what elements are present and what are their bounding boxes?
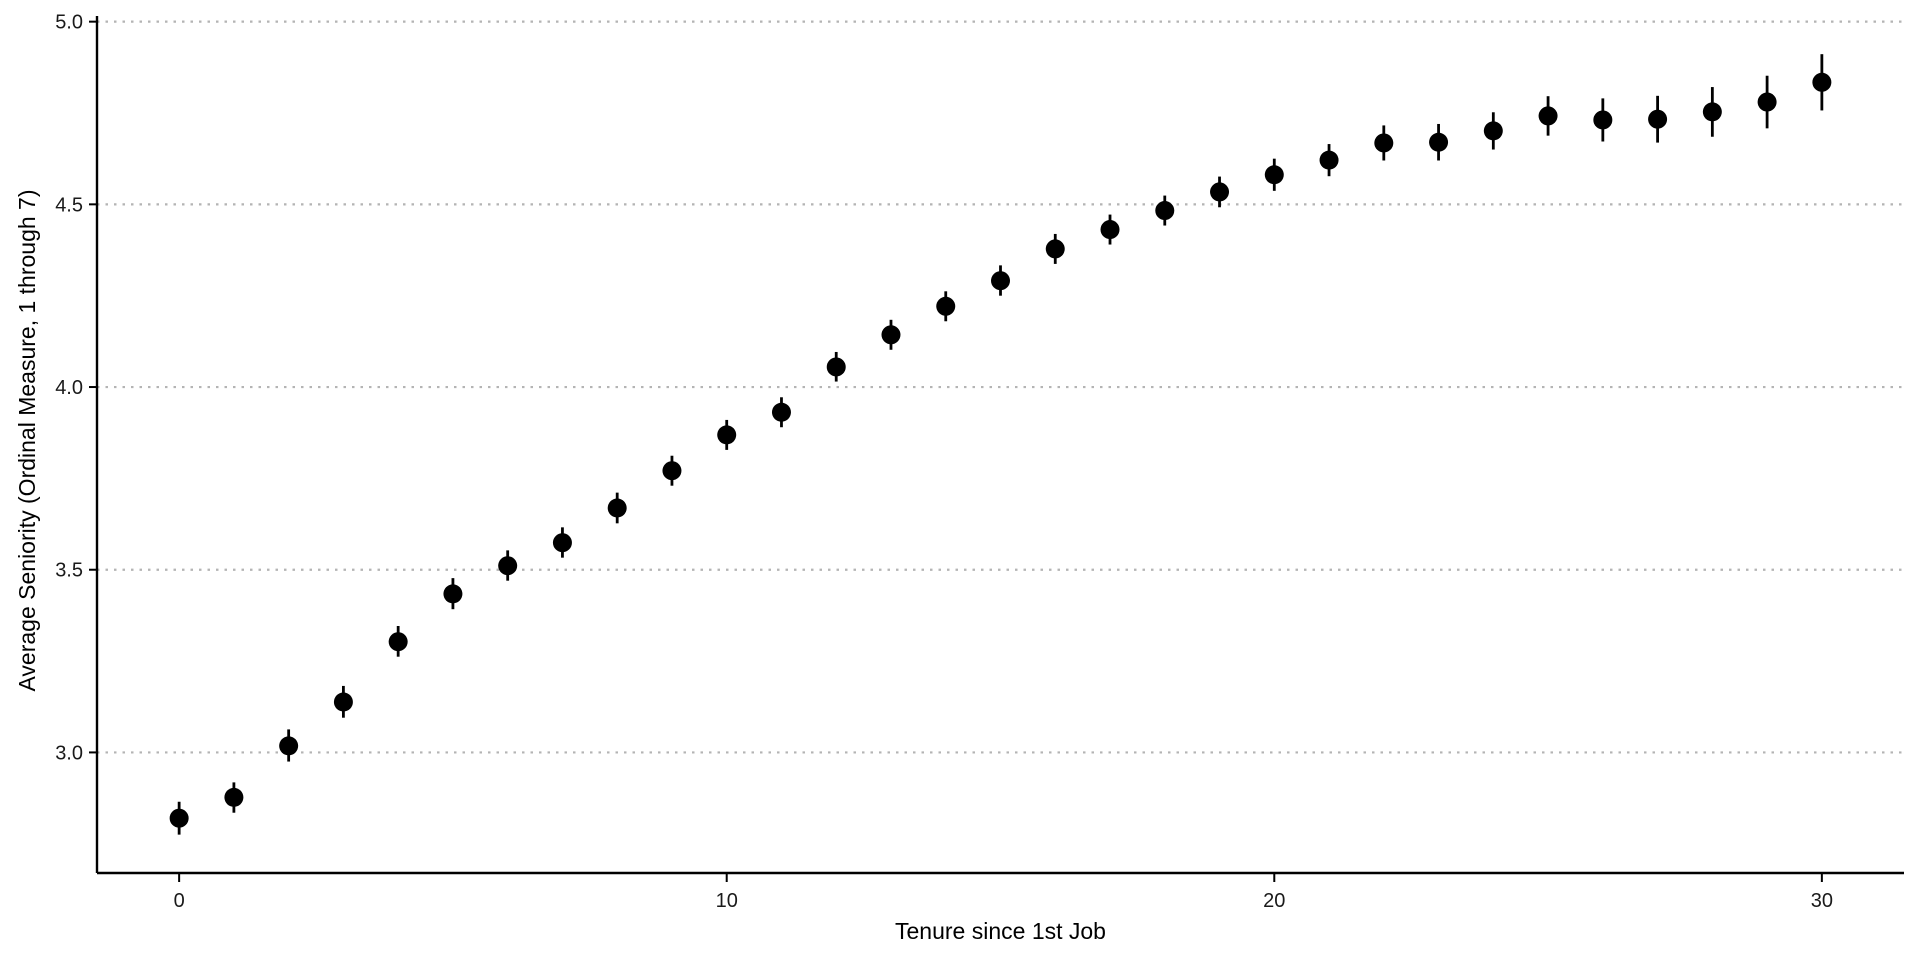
y-axis-ticks: 3.0 3.5 4.0 4.5 5.0 <box>55 12 97 764</box>
data-point <box>279 736 299 756</box>
data-point <box>1319 150 1339 170</box>
data-point <box>169 808 189 828</box>
data-point <box>936 296 956 316</box>
data-point <box>1429 132 1449 152</box>
data-point <box>1757 92 1777 112</box>
data-point <box>881 325 901 345</box>
y-tick-label: 4.5 <box>55 194 83 216</box>
y-tick-label: 4.0 <box>55 377 83 399</box>
data-point <box>1264 165 1284 185</box>
data-point <box>333 692 353 712</box>
data-point <box>1702 102 1722 122</box>
gridlines <box>97 20 1904 754</box>
data-point <box>1045 239 1065 259</box>
data-point <box>1593 110 1613 130</box>
data-point <box>826 357 846 377</box>
data-point <box>1483 121 1503 141</box>
y-tick-label: 5.0 <box>55 12 83 34</box>
x-tick-label: 30 <box>1811 890 1833 912</box>
data-point <box>1210 182 1230 202</box>
x-tick-label: 0 <box>174 890 185 912</box>
data-point <box>443 584 463 604</box>
data-point <box>607 498 627 518</box>
data-point <box>1374 133 1394 153</box>
data-point <box>224 787 244 807</box>
y-axis-title: Average Seniority (Ordinal Measure, 1 th… <box>14 189 40 691</box>
x-tick-label: 10 <box>716 890 738 912</box>
data-point <box>498 556 518 576</box>
data-point <box>1155 201 1175 221</box>
data-point <box>1538 106 1558 126</box>
data-marks <box>169 54 1832 835</box>
data-point <box>771 402 791 422</box>
data-point <box>1648 109 1668 129</box>
y-tick-label: 3.5 <box>55 560 83 582</box>
data-point <box>388 632 408 652</box>
data-point <box>991 271 1010 291</box>
y-tick-label: 3.0 <box>55 742 83 764</box>
data-point <box>552 533 572 553</box>
data-point <box>662 461 682 481</box>
x-tick-label: 20 <box>1263 890 1285 912</box>
x-axis-title: Tenure since 1st Job <box>895 918 1106 944</box>
x-axis-ticks: 0 10 20 30 <box>174 873 1833 912</box>
data-point <box>1100 220 1120 240</box>
data-point <box>1812 72 1832 92</box>
data-point <box>717 425 737 445</box>
